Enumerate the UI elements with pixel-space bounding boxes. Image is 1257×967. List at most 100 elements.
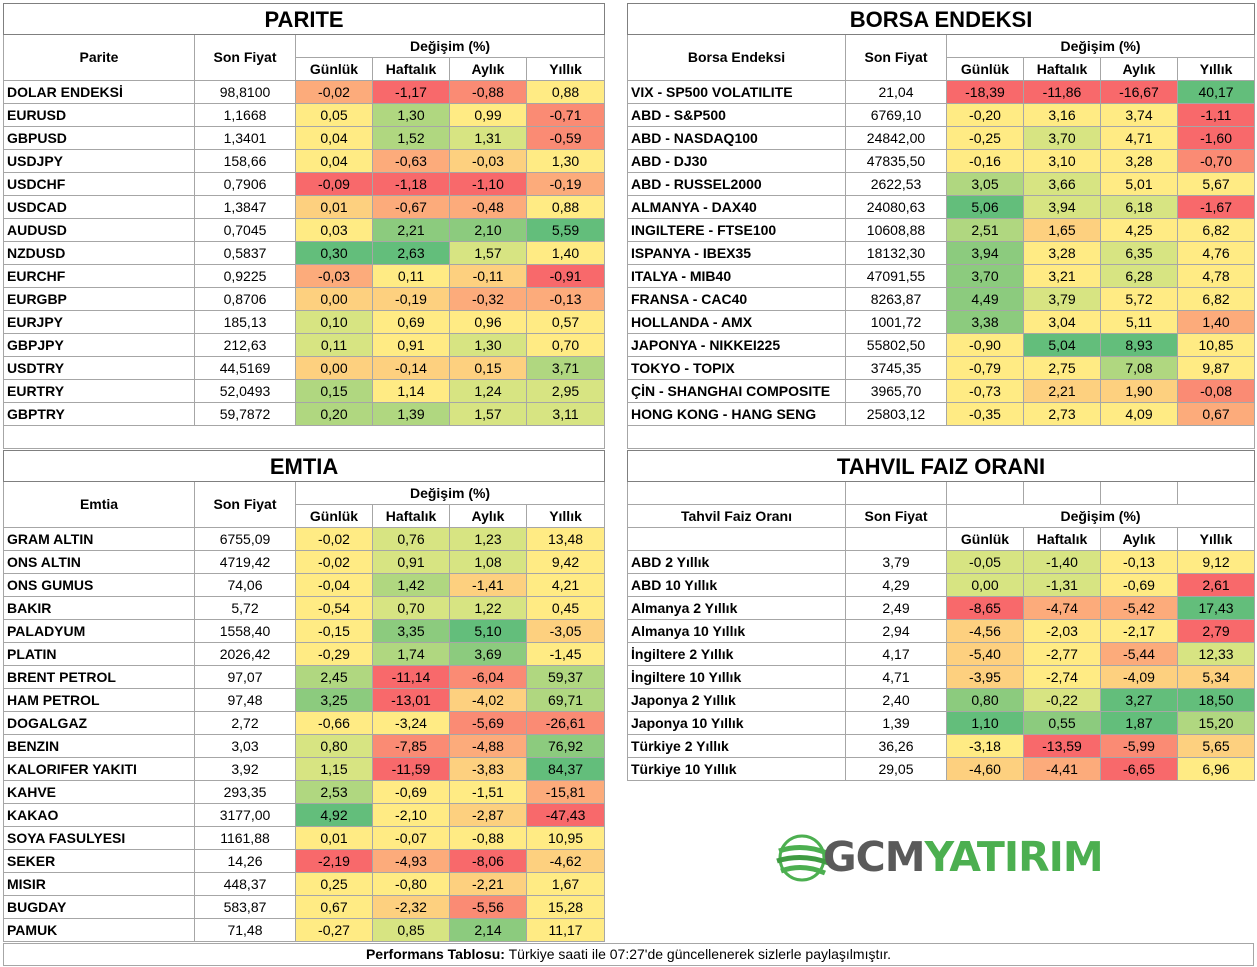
borsa-row-change-günlük: 4,49 <box>946 287 1024 311</box>
borsa-row-name: ABD - NASDAQ100 <box>627 126 846 150</box>
emtia-row-change-günlük: 0,25 <box>295 872 373 896</box>
borsa-row-change-haftalık: 3,28 <box>1023 241 1101 265</box>
parite-row-change-günlük: 0,00 <box>295 356 373 380</box>
logo-yatirim: YATIRIM <box>924 833 1104 881</box>
tahvil-row-change-haftalık: -2,74 <box>1023 665 1101 689</box>
tahvil-row-change-yıllık: 2,61 <box>1176 573 1256 597</box>
borsa-row-name: JAPONYA - NIKKEI225 <box>627 333 846 357</box>
borsa-row-name: ITALYA - MIB40 <box>627 264 846 288</box>
emtia-row-price: 448,37 <box>194 872 296 896</box>
parite-col-price: Son Fiyat <box>194 34 296 81</box>
tahvil-spacer-cell <box>1023 481 1101 505</box>
tahvil-spacer-cell <box>1176 481 1256 505</box>
emtia-row: BRENT PETROL 97,07 2,45 -11,14 -6,04 59,37 <box>3 665 606 689</box>
tahvil-title-row: TAHVIL FAIZ ORANI <box>626 450 1256 482</box>
emtia-panel: EMTIA Emtia Son Fiyat Değişim (%) Günlük Haft… <box>2 450 606 942</box>
tahvil-row-name: Japonya 10 Yıllık <box>627 711 846 735</box>
tahvil-row-name: ABD 10 Yıllık <box>627 573 846 597</box>
parite-row-change-günlük: 0,11 <box>295 333 373 357</box>
parite-row: EURCHF 0,9225 -0,03 0,11 -0,11 -0,91 <box>3 264 606 288</box>
emtia-row-name: SOYA FASULYESI <box>3 826 195 850</box>
tahvil-row-name: İngiltere 2 Yıllık <box>627 642 846 666</box>
emtia-row-change-günlük: 0,01 <box>295 826 373 850</box>
borsa-row-change-yıllık: 4,76 <box>1176 241 1256 265</box>
borsa-row-change-yıllık: 0,67 <box>1176 402 1256 426</box>
parite-row-price: 1,1668 <box>194 103 296 127</box>
parite-row-change-aylık: 1,31 <box>449 126 527 150</box>
parite-row-name: EURUSD <box>3 103 195 127</box>
tahvil-spacer-row <box>627 481 1256 505</box>
parite-blank-cell <box>2 425 606 449</box>
emtia-row-name: ONS GUMUS <box>3 573 195 597</box>
parite-row-change-günlük: 0,10 <box>295 310 373 334</box>
footer-note: Performans Tablosu: Türkiye saati ile 07… <box>3 943 1254 966</box>
emtia-row-change-haftalık: 3,35 <box>372 619 450 643</box>
emtia-row-change-aylık: 5,10 <box>449 619 527 643</box>
parite-row: GBPTRY 59,7872 0,20 1,39 1,57 3,11 <box>3 402 606 426</box>
parite-row-name: USDTRY <box>3 356 195 380</box>
emtia-row-change-günlük: -0,02 <box>295 527 373 551</box>
parite-title: PARITE <box>2 3 606 35</box>
parite-row-name: USDJPY <box>3 149 195 173</box>
parite-row-change-haftalık: -0,14 <box>372 356 450 380</box>
parite-row-change-aylık: 0,96 <box>449 310 527 334</box>
emtia-period-2: Aylık <box>449 504 527 528</box>
tahvil-row: ABD 2 Yıllık 3,79 -0,05 -1,40 -0,13 9,12 <box>627 550 1256 574</box>
emtia-row-change-haftalık: -0,80 <box>372 872 450 896</box>
emtia-row-price: 3,92 <box>194 757 296 781</box>
emtia-row-change-yıllık: 69,71 <box>525 688 606 712</box>
parite-row-change-günlük: 0,05 <box>295 103 373 127</box>
parite-row-change-yıllık: -0,91 <box>525 264 606 288</box>
tahvil-row-name: ABD 2 Yıllık <box>627 550 846 574</box>
emtia-row-price: 1558,40 <box>194 619 296 643</box>
parite-row-name: USDCAD <box>3 195 195 219</box>
emtia-row-change-haftalık: 0,85 <box>372 918 450 942</box>
tahvil-period-0: Günlük <box>946 527 1024 551</box>
borsa-row-change-günlük: 3,70 <box>946 264 1024 288</box>
emtia-row-change-aylık: -5,56 <box>449 895 527 919</box>
borsa-row-change-haftalık: -11,86 <box>1023 80 1101 104</box>
tahvil-row-change-yıllık: 6,96 <box>1176 757 1256 781</box>
emtia-title: EMTIA <box>2 450 606 482</box>
borsa-col-price: Son Fiyat <box>845 34 947 81</box>
parite-row-change-aylık: -0,48 <box>449 195 527 219</box>
parite-row: EURTRY 52,0493 0,15 1,14 1,24 2,95 <box>3 379 606 403</box>
borsa-row-change-aylık: 5,11 <box>1100 310 1178 334</box>
tahvil-row-change-haftalık: -4,41 <box>1023 757 1101 781</box>
parite-row-change-yıllık: -0,13 <box>525 287 606 311</box>
parite-row-name: GBPTRY <box>3 402 195 426</box>
parite-row-price: 0,5837 <box>194 241 296 265</box>
borsa-row-change-haftalık: 3,16 <box>1023 103 1101 127</box>
tahvil-row-change-aylık: 1,87 <box>1100 711 1178 735</box>
tahvil-row-change-günlük: 0,00 <box>946 573 1024 597</box>
borsa-period-0: Günlük <box>946 57 1024 81</box>
borsa-row-price: 2622,53 <box>845 172 947 196</box>
logo-gcm: GCM <box>823 833 926 881</box>
borsa-row-change-günlük: -0,79 <box>946 356 1024 380</box>
tahvil-row-change-haftalık: -0,22 <box>1023 688 1101 712</box>
parite-row-change-yıllık: 0,57 <box>525 310 606 334</box>
tahvil-row-change-günlük: -3,95 <box>946 665 1024 689</box>
parite-row: NZDUSD 0,5837 0,30 2,63 1,57 1,40 <box>3 241 606 265</box>
tahvil-row-change-yıllık: 2,79 <box>1176 619 1256 643</box>
emtia-row-name: HAM PETROL <box>3 688 195 712</box>
emtia-row-change-günlük: -0,04 <box>295 573 373 597</box>
emtia-row-name: SEKER <box>3 849 195 873</box>
emtia-row: KAKAO 3177,00 4,92 -2,10 -2,87 -47,43 <box>3 803 606 827</box>
borsa-row-change-günlük: -0,90 <box>946 333 1024 357</box>
borsa-row-name: VIX - SP500 VOLATILITE <box>627 80 846 104</box>
tahvil-row-name: Almanya 10 Yıllık <box>627 619 846 643</box>
emtia-periods-row: Günlük Haftalık Aylık Yıllık <box>4 504 606 528</box>
parite-row-change-aylık: 1,57 <box>449 241 527 265</box>
parite-row-change-günlük: -0,03 <box>295 264 373 288</box>
parite-row-change-yıllık: 0,70 <box>525 333 606 357</box>
borsa-row-change-haftalık: 1,65 <box>1023 218 1101 242</box>
borsa-title: BORSA ENDEKSI <box>626 3 1256 35</box>
emtia-row-change-yıllık: 76,92 <box>525 734 606 758</box>
parite-row-change-aylık: -0,03 <box>449 149 527 173</box>
borsa-row-change-yıllık: 4,78 <box>1176 264 1256 288</box>
tahvil-row: Japonya 10 Yıllık 1,39 1,10 0,55 1,87 15,20 <box>627 711 1256 735</box>
tahvil-row-change-aylık: -5,44 <box>1100 642 1178 666</box>
parite-row-price: 1,3401 <box>194 126 296 150</box>
parite-row-price: 0,8706 <box>194 287 296 311</box>
